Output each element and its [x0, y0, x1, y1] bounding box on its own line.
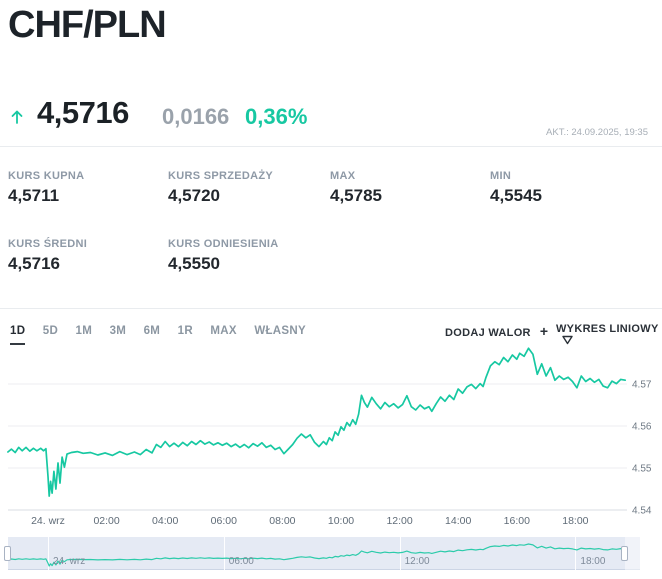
- stat-label: KURS ŚREDNI: [8, 238, 88, 250]
- navigator[interactable]: 24. wrz 06:00 12:00 18:00: [4, 537, 640, 570]
- tab-1m[interactable]: 1M: [75, 325, 93, 337]
- divider: [0, 308, 662, 309]
- navigator-mask: [625, 537, 640, 570]
- y-tick-label: 4.55: [632, 464, 652, 475]
- nav-gridline: [399, 537, 401, 570]
- divider: [0, 146, 662, 147]
- tab-5d[interactable]: 5D: [42, 325, 59, 337]
- tab-max[interactable]: MAX: [210, 325, 237, 337]
- x-tick-label: 08:00: [269, 515, 295, 527]
- stat-kurs-odniesienia: KURS ODNIESIENIA 4,5550: [168, 238, 279, 274]
- range-tabs: 1D 5D 1M 3M 6M 1R MAX WŁASNY: [10, 321, 319, 345]
- stat-kurs-kupna: KURS KUPNA 4,5711: [8, 170, 84, 206]
- stat-value: 4,5711: [8, 186, 60, 205]
- stat-label: KURS SPRZEDAŻY: [168, 170, 274, 182]
- tab-6m[interactable]: 6M: [143, 325, 161, 337]
- x-tick-label: 18:00: [562, 515, 588, 527]
- chart-type-label: WYKRES LINIOWY: [556, 323, 659, 335]
- nav-tick-label: 06:00: [228, 556, 254, 567]
- plus-icon: +: [539, 323, 549, 339]
- nav-gridline: [48, 537, 49, 570]
- x-tick-label: 10:00: [328, 515, 354, 527]
- tab-wlasny[interactable]: WŁASNY: [254, 325, 306, 337]
- navigator-handle-right[interactable]: [621, 546, 628, 561]
- x-tick-label: 24. wrz: [31, 515, 65, 527]
- stat-kurs-sredni: KURS ŚREDNI 4,5716: [8, 238, 87, 274]
- x-tick-label: 02:00: [93, 515, 119, 527]
- stat-max: MAX 4,5785: [330, 170, 382, 206]
- stat-label: MAX: [330, 170, 356, 182]
- triangle-down-icon: [562, 335, 573, 345]
- x-tick-label: 04:00: [152, 515, 178, 527]
- page-title: CHF/PLN: [8, 4, 167, 46]
- nav-series-line: [8, 543, 626, 567]
- add-instrument-button[interactable]: DODAJ WALOR +: [445, 323, 548, 339]
- y-tick-label: 4.56: [632, 422, 652, 433]
- stat-value: 4,5545: [490, 186, 542, 205]
- x-tick-label: 12:00: [386, 515, 412, 527]
- nav-gridline: [223, 537, 225, 570]
- chart-type-button[interactable]: WYKRES LINIOWY: [556, 323, 662, 347]
- stat-value: 4,5716: [8, 254, 60, 273]
- price-chart[interactable]: 4.54 4.55 4.56 4.57 24. wrz 02:00 04:00 06:00 08…: [0, 340, 662, 530]
- stat-kurs-sprzedazy: KURS SPRZEDAŻY 4,5720: [168, 170, 273, 206]
- stat-value: 4,5785: [330, 186, 382, 205]
- y-tick-label: 4.57: [632, 380, 652, 391]
- stat-label: KURS ODNIESIENIA: [168, 238, 279, 250]
- main-chart-svg: 4.54 4.55 4.56 4.57 24. wrz 02:00 04:00 06:00 08…: [7, 347, 652, 527]
- tab-1r[interactable]: 1R: [177, 325, 193, 337]
- nav-tick-label: 18:00: [580, 556, 606, 567]
- nav-gridline: [575, 537, 577, 570]
- stat-value: 4,5720: [168, 186, 220, 205]
- price-change-percent: 0,36%: [245, 104, 308, 129]
- current-price: 4,5716: [37, 95, 129, 130]
- nav-tick-label: 12:00: [404, 556, 430, 567]
- navigator-svg: [8, 543, 626, 567]
- tab-3m[interactable]: 3M: [109, 325, 127, 337]
- x-tick-label: 14:00: [445, 515, 471, 527]
- x-tick-label: 16:00: [504, 515, 530, 527]
- stat-min: MIN 4,5545: [490, 170, 542, 206]
- x-tick-label: 06:00: [211, 515, 237, 527]
- price-line: [7, 347, 627, 497]
- navigator-handle-left[interactable]: [4, 546, 11, 561]
- y-tick-label: 4.54: [632, 506, 652, 517]
- stat-value: 4,5550: [168, 254, 220, 273]
- stat-label: MIN: [490, 170, 512, 182]
- nav-tick-label: 24. wrz: [53, 556, 86, 567]
- last-update: AKT.: 24.09.2025, 19:35: [546, 127, 648, 138]
- stat-label: KURS KUPNA: [8, 170, 85, 182]
- price-change: 0,0166: [162, 104, 230, 129]
- add-instrument-label: DODAJ WALOR: [445, 327, 531, 339]
- tab-1d[interactable]: 1D: [10, 325, 26, 345]
- up-arrow-icon: [11, 110, 23, 124]
